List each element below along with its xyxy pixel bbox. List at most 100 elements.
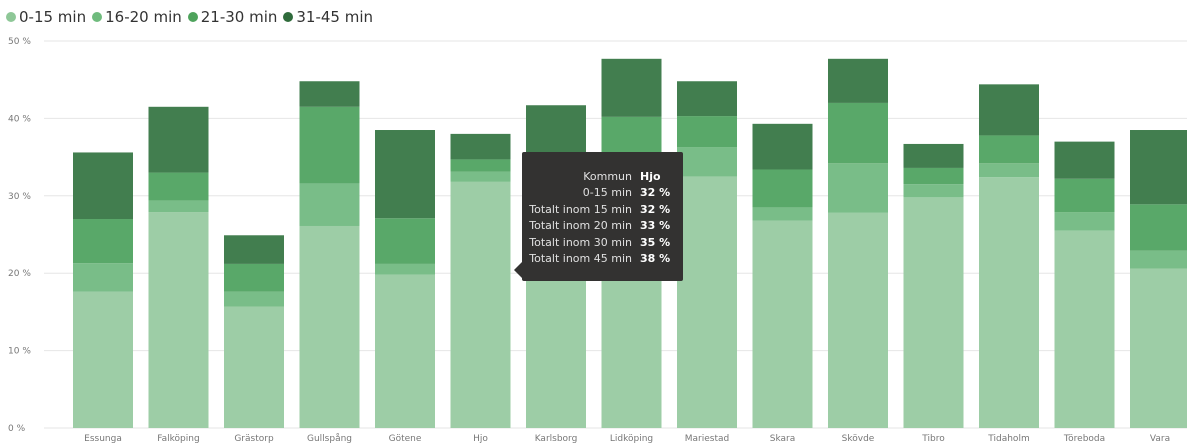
bar-segment[interactable]: [979, 163, 1039, 178]
bar-segment[interactable]: [224, 291, 284, 307]
tooltip-row-kommun: Kommun Hjo: [522, 168, 683, 185]
bar-segment[interactable]: [73, 152, 133, 220]
y-tick-label: 0 %: [8, 424, 26, 434]
bar-segment[interactable]: [752, 123, 813, 170]
bar-segment[interactable]: [979, 84, 1039, 136]
y-axis-ticks: 0 % 10 % 20 % 30 % 40 % 50 %: [8, 37, 31, 434]
x-tick-label: Essunga: [84, 434, 122, 444]
legend-swatch: [187, 12, 198, 22]
bar-segment[interactable]: [375, 274, 435, 428]
bar-segment[interactable]: [1054, 230, 1115, 428]
bar-segment[interactable]: [828, 212, 888, 428]
bar-segment[interactable]: [73, 291, 133, 428]
tooltip-value: 32 %: [640, 202, 671, 216]
bar-segment[interactable]: [828, 102, 888, 164]
tooltip-value: 38 %: [640, 252, 671, 266]
y-tick-label: 40 %: [8, 114, 31, 124]
bar-segment[interactable]: [375, 263, 435, 275]
legend-label: 21-30 min: [200, 8, 278, 26]
chart-legend: 0-15 min 16-20 min 21-30 min 31-45 min: [6, 8, 373, 26]
legend-swatch: [6, 12, 16, 22]
x-tick-label: Falköping: [157, 434, 199, 444]
bar-segment[interactable]: [903, 143, 964, 168]
bar-segment[interactable]: [526, 265, 586, 428]
bar-segment[interactable]: [601, 58, 662, 117]
legend-item-0-15[interactable]: 0-15 min: [6, 8, 86, 26]
bar-segment[interactable]: [224, 235, 284, 264]
bar-segment[interactable]: [224, 306, 284, 428]
y-tick-label: 30 %: [8, 192, 31, 202]
x-tick-label: Mariestad: [685, 434, 729, 444]
bar-segment[interactable]: [224, 263, 284, 292]
bar-segment[interactable]: [1054, 212, 1115, 231]
bar-segment[interactable]: [677, 116, 737, 148]
x-tick-label: Götene: [389, 434, 422, 444]
bar-segment[interactable]: [752, 169, 813, 208]
bar-segment[interactable]: [450, 181, 511, 428]
bar-segment[interactable]: [1130, 204, 1187, 251]
bar-segment[interactable]: [375, 218, 435, 264]
tooltip-row-total-20: Totalt inom 20 min 33 %: [522, 218, 683, 235]
tooltip: Kommun Hjo 0-15 min 32 % Totalt inom 15 …: [514, 152, 683, 281]
legend-item-31-45[interactable]: 31-45 min: [283, 8, 373, 26]
tooltip-label: Totalt inom 30 min: [529, 235, 632, 249]
tooltip-value: 32 %: [640, 186, 671, 200]
bar-segment[interactable]: [677, 176, 737, 428]
tooltip-label: Kommun: [583, 169, 632, 183]
bar-segment[interactable]: [828, 58, 888, 103]
legend-label: 0-15 min: [19, 8, 87, 26]
bar-segment[interactable]: [450, 171, 511, 182]
tooltip-row-total-45: Totalt inom 45 min 38 %: [522, 251, 683, 268]
bar-segment[interactable]: [752, 207, 813, 221]
tooltip-value: 33 %: [640, 219, 671, 233]
bar-segment[interactable]: [1054, 178, 1115, 213]
bar-segment[interactable]: [148, 212, 209, 428]
bar-segment[interactable]: [903, 184, 964, 198]
bar-segment[interactable]: [1130, 130, 1187, 205]
tooltip-label: Totalt inom 45 min: [529, 252, 632, 266]
bar-segment[interactable]: [677, 147, 737, 177]
bar-segment[interactable]: [73, 263, 133, 292]
tooltip-label: Totalt inom 15 min: [529, 202, 632, 216]
x-tick-label: Grästorp: [234, 434, 274, 444]
legend-item-16-20[interactable]: 16-20 min: [92, 8, 182, 26]
bar-segment[interactable]: [148, 200, 209, 213]
bar-segment[interactable]: [73, 219, 133, 264]
bar-segment[interactable]: [1054, 141, 1115, 179]
x-tick-label: Gullspång: [307, 433, 352, 444]
tooltip-value: 35 %: [640, 235, 671, 249]
x-tick-label: Lidköping: [610, 434, 653, 444]
x-tick-label: Töreboda: [1063, 434, 1105, 444]
x-tick-label: Skövde: [842, 434, 875, 444]
legend-item-21-30[interactable]: 21-30 min: [187, 8, 278, 26]
bar-segment[interactable]: [375, 130, 435, 219]
bar-segment[interactable]: [299, 106, 360, 184]
tooltip-value: Hjo: [640, 169, 661, 183]
x-tick-label: Hjo: [473, 434, 488, 444]
bar-segment[interactable]: [148, 106, 209, 173]
bar-segment[interactable]: [1130, 268, 1187, 428]
x-tick-label: Skara: [770, 434, 796, 444]
bar-segment[interactable]: [903, 197, 964, 428]
bar-segment[interactable]: [677, 81, 737, 117]
bar-segment[interactable]: [299, 81, 360, 107]
bar-segment[interactable]: [450, 133, 511, 160]
bar-segment[interactable]: [1130, 250, 1187, 269]
bar-segment[interactable]: [903, 167, 964, 185]
x-tick-label: Vara: [1150, 434, 1170, 444]
bar-segment[interactable]: [752, 220, 813, 428]
x-axis-labels: Essunga Falköping Grästorp Gullspång Götene H…: [84, 433, 1170, 444]
bar-segment[interactable]: [299, 225, 360, 428]
bar-segment[interactable]: [979, 135, 1039, 164]
bar-segment[interactable]: [148, 172, 209, 201]
bar-segment[interactable]: [299, 183, 360, 226]
tooltip-row-total-30: Totalt inom 30 min 35 %: [522, 234, 683, 251]
bar-segment[interactable]: [979, 177, 1039, 428]
legend-swatch: [92, 12, 103, 22]
bars[interactable]: [73, 58, 1187, 428]
legend-label: 31-45 min: [296, 8, 374, 26]
bar-segment[interactable]: [828, 163, 888, 213]
x-tick-label: Karlsborg: [535, 434, 578, 444]
bar-segment[interactable]: [450, 159, 511, 172]
